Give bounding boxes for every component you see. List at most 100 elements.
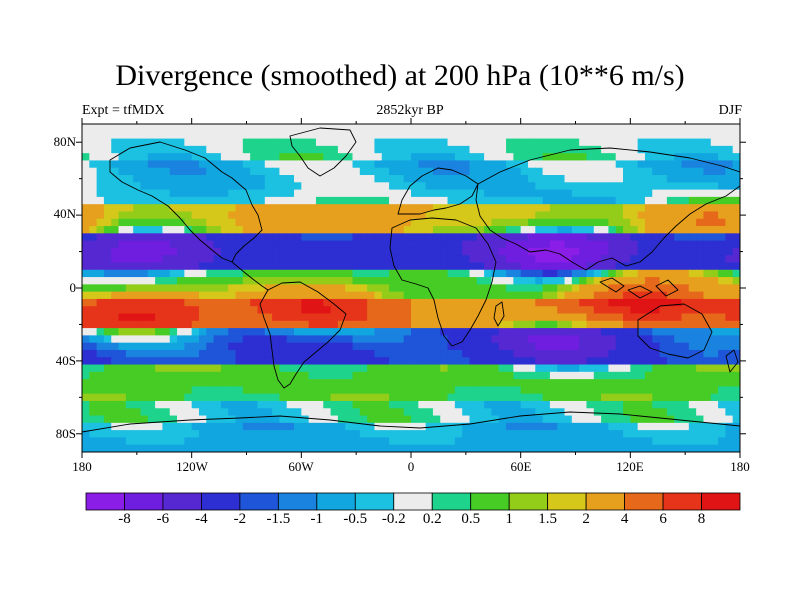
field-cell	[264, 226, 273, 234]
field-cell	[337, 211, 346, 220]
field-cell	[425, 131, 434, 140]
field-cell	[623, 342, 631, 351]
field-cell	[411, 342, 419, 351]
field-cell	[191, 175, 200, 183]
field-cell	[608, 262, 617, 271]
field-cell	[637, 422, 646, 431]
field-cell	[82, 444, 90, 452]
field-cell	[411, 313, 419, 322]
field-cell	[367, 320, 376, 329]
field-cell	[220, 379, 229, 387]
field-cell	[440, 240, 449, 249]
field-cell	[125, 342, 134, 351]
field-cell	[272, 357, 280, 366]
field-cell	[608, 444, 617, 452]
field-cell	[374, 408, 383, 417]
field-cell	[593, 233, 602, 242]
field-cell	[213, 320, 222, 329]
field-cell	[147, 284, 156, 293]
field-cell	[557, 444, 566, 452]
field-cell	[257, 335, 266, 344]
field-cell	[601, 226, 609, 234]
field-cell	[118, 218, 127, 227]
field-cell	[235, 124, 244, 132]
field-cell	[235, 211, 244, 220]
field-cell	[396, 284, 405, 293]
field-cell	[272, 298, 280, 307]
field-cell	[564, 379, 573, 387]
field-cell	[155, 437, 164, 446]
field-cell	[228, 204, 237, 213]
field-cell	[242, 415, 251, 424]
field-cell	[286, 386, 295, 395]
field-cell	[403, 422, 412, 431]
field-cell	[469, 175, 478, 183]
field-cell	[484, 422, 493, 431]
field-cell	[294, 218, 302, 227]
field-cell	[242, 204, 251, 213]
field-cell	[630, 124, 639, 132]
field-cell	[96, 138, 105, 147]
field-cell	[279, 262, 288, 271]
field-cell	[213, 357, 222, 366]
field-cell	[177, 320, 185, 329]
field-cell	[637, 320, 646, 329]
field-cell	[257, 124, 266, 132]
field-cell	[191, 393, 200, 402]
field-cell	[352, 189, 361, 198]
field-cell	[462, 400, 471, 409]
field-cell	[491, 247, 500, 256]
field-cell	[367, 255, 376, 264]
field-cell	[111, 138, 120, 147]
field-cell	[103, 211, 112, 220]
field-cell	[250, 240, 259, 249]
lon-label-60w: 60W	[288, 459, 314, 474]
field-cell	[147, 430, 156, 439]
field-cell	[279, 320, 288, 329]
field-cell	[696, 233, 705, 242]
season-label: DJF	[718, 103, 742, 118]
field-cell	[527, 153, 536, 162]
field-cell	[155, 262, 164, 271]
field-cell	[696, 386, 705, 395]
field-cell	[403, 386, 412, 395]
field-cell	[345, 371, 354, 380]
field-cell	[513, 226, 522, 234]
field-cell	[411, 124, 419, 132]
field-cell	[367, 247, 376, 256]
field-cell	[659, 189, 668, 198]
field-cell	[294, 342, 302, 351]
field-cell	[191, 306, 200, 315]
field-cell	[220, 371, 229, 380]
colorbar-swatch	[662, 492, 702, 511]
field-cell	[513, 437, 522, 446]
field-cell	[242, 335, 251, 344]
field-cell	[462, 393, 471, 402]
field-cell	[381, 153, 390, 162]
field-cell	[593, 342, 602, 351]
field-cell	[498, 175, 507, 183]
colorbar-label: -4	[195, 511, 208, 527]
field-cell	[367, 437, 376, 446]
field-cell	[367, 277, 376, 285]
field-cell	[191, 437, 200, 446]
field-cell	[688, 328, 697, 336]
field-cell	[571, 437, 580, 446]
field-cell	[272, 379, 280, 387]
field-cell	[82, 247, 90, 256]
field-cell	[703, 357, 712, 366]
field-cell	[586, 204, 595, 213]
field-cell	[279, 269, 288, 278]
field-cell	[696, 167, 705, 176]
field-cell	[103, 415, 112, 424]
field-cell	[674, 444, 683, 452]
field-cell	[440, 306, 449, 315]
field-cell	[235, 131, 244, 140]
field-cell	[220, 306, 229, 315]
field-cell	[425, 175, 434, 183]
field-cell	[549, 335, 558, 344]
field-cell	[418, 437, 427, 446]
field-cell	[294, 298, 302, 307]
field-cell	[374, 196, 383, 205]
field-cell	[498, 204, 507, 213]
